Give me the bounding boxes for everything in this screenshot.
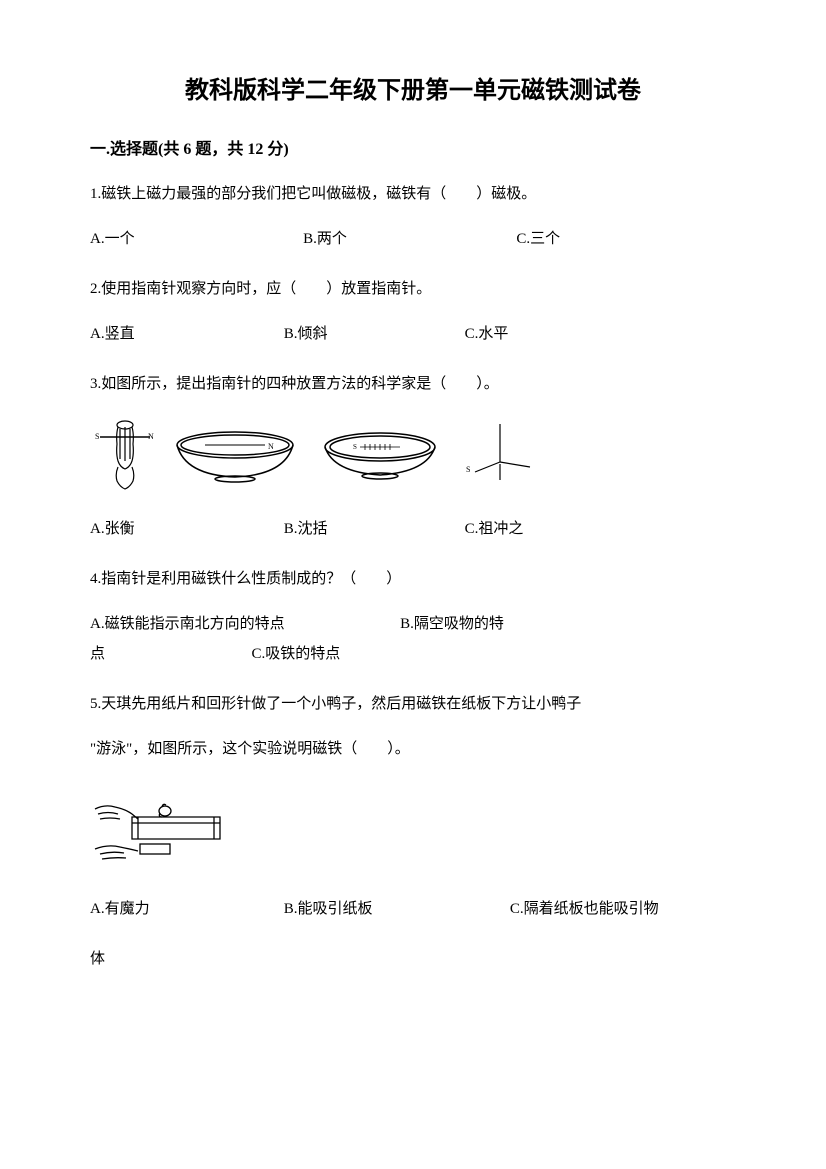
q4-option-b: B.隔空吸物的特	[400, 609, 736, 639]
svg-text:S: S	[353, 443, 357, 451]
q5-options: A.有魔力 B.能吸引纸板 C.隔着纸板也能吸引物	[90, 894, 736, 924]
q1-options: A.一个 B.两个 C.三个	[90, 224, 736, 254]
q4-text: 4.指南针是利用磁铁什么性质制成的？（ ）	[90, 564, 736, 594]
bowl-floating-needle-icon: S	[315, 427, 445, 487]
question-2: 2.使用指南针观察方向时，应（ ）放置指南针。 A.竖直 B.倾斜 C.水平	[90, 274, 736, 349]
q3-option-a: A.张衡	[90, 514, 284, 544]
q2-option-b: B.倾斜	[284, 319, 465, 349]
q4-option-a: A.磁铁能指示南北方向的特点	[90, 609, 400, 639]
q5-option-b: B.能吸引纸板	[284, 894, 510, 924]
section-header: 一.选择题(共 6 题，共 12 分)	[90, 135, 736, 159]
q3-text: 3.如图所示，提出指南针的四种放置方法的科学家是（ ）。	[90, 369, 736, 399]
q2-text: 2.使用指南针观察方向时，应（ ）放置指南针。	[90, 274, 736, 304]
question-5: 5.天琪先用纸片和回形针做了一个小鸭子，然后用磁铁在纸板下方让小鸭子 "游泳"，…	[90, 689, 736, 974]
svg-text:S: S	[466, 465, 470, 474]
hands-holding-board-icon	[90, 779, 230, 879]
q5-text-2: "游泳"，如图所示，这个实验说明磁铁（ ）。	[90, 734, 736, 764]
q5-text-1: 5.天琪先用纸片和回形针做了一个小鸭子，然后用磁铁在纸板下方让小鸭子	[90, 689, 736, 719]
svg-text:S: S	[95, 432, 99, 441]
q1-option-a: A.一个	[90, 224, 303, 254]
q2-options: A.竖直 B.倾斜 C.水平	[90, 319, 736, 349]
svg-text:N: N	[148, 432, 154, 441]
q5-option-c-cont: 体	[90, 944, 736, 974]
q3-option-c: C.祖冲之	[465, 514, 659, 544]
q3-option-b: B.沈括	[284, 514, 465, 544]
q1-option-c: C.三个	[516, 224, 729, 254]
q3-options: A.张衡 B.沈括 C.祖冲之	[90, 514, 736, 544]
document-title: 教科版科学二年级下册第一单元磁铁测试卷	[90, 70, 736, 105]
hand-holding-needle-icon: S N	[90, 419, 155, 494]
q4-options: A.磁铁能指示南北方向的特点 B.隔空吸物的特 点 C.吸铁的特点	[90, 609, 736, 669]
q1-text: 1.磁铁上磁力最强的部分我们把它叫做磁极，磁铁有（ ）磁极。	[90, 179, 736, 209]
q5-image	[90, 779, 736, 879]
q2-option-a: A.竖直	[90, 319, 284, 349]
bowl-with-needle-icon: N	[170, 427, 300, 487]
q5-option-a: A.有魔力	[90, 894, 284, 924]
q4-option-c: C.吸铁的特点	[252, 639, 341, 669]
question-3: 3.如图所示，提出指南针的四种放置方法的科学家是（ ）。 S N N	[90, 369, 736, 544]
q1-option-b: B.两个	[303, 224, 516, 254]
q3-images: S N N	[90, 419, 736, 494]
svg-text:N: N	[268, 442, 274, 451]
q5-option-c: C.隔着纸板也能吸引物	[510, 894, 736, 924]
hanging-needle-icon: S	[460, 422, 540, 492]
q4-option-b-cont: 点	[90, 639, 252, 669]
question-4: 4.指南针是利用磁铁什么性质制成的？（ ） A.磁铁能指示南北方向的特点 B.隔…	[90, 564, 736, 669]
question-1: 1.磁铁上磁力最强的部分我们把它叫做磁极，磁铁有（ ）磁极。 A.一个 B.两个…	[90, 179, 736, 254]
q2-option-c: C.水平	[465, 319, 659, 349]
